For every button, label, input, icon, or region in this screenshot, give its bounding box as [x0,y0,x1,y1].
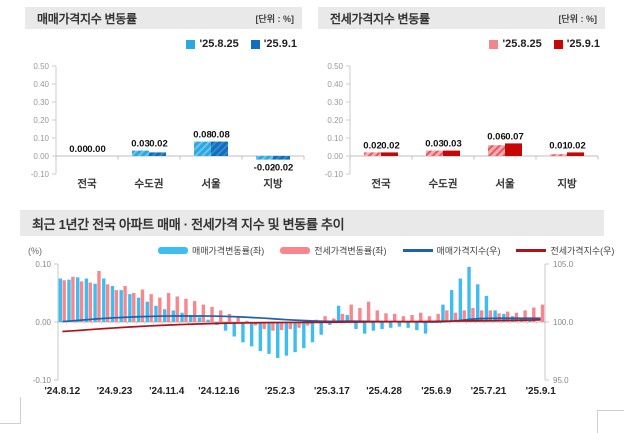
svg-text:수도권: 수도권 [429,178,458,190]
svg-text:0.20: 0.20 [33,116,49,125]
trend-panel-header: 최근 1년간 전국 아파트 매매 · 전세가격 지수 및 변동률 추이 [20,210,604,236]
jeonse-panel-title: 전세가격지수 변동률 [330,11,430,26]
svg-text:0.00: 0.00 [35,318,51,327]
svg-text:0.40: 0.40 [33,80,49,89]
trend-combo-chart: 0.10 0.00 -0.10 105.0 100.0 95.0 '24.8.12 '24.9… [33,260,574,397]
svg-text:지방: 지방 [557,177,577,190]
legend-swatch [402,249,433,252]
legend-swatch [516,249,547,252]
svg-text:0.03: 0.03 [425,139,444,150]
sale-price-bar-chart: 0.500.400.300.200.100.00-0.100.00 0.00전국0… [31,62,305,190]
legend-swatch [158,247,188,254]
svg-text:0.00: 0.00 [327,152,343,161]
svg-text:'24.8.12: '24.8.12 [44,386,80,397]
svg-text:0.30: 0.30 [33,98,49,107]
svg-text:'25.3.17: '25.3.17 [314,386,350,397]
legend-item: '25.8.25 [489,38,542,50]
trend-panel-title: 최근 1년간 전국 아파트 매매 · 전세가격 지수 및 변동률 추이 [32,216,345,232]
legend-item: '25.8.25 [186,38,239,50]
svg-text:0.10: 0.10 [35,260,51,269]
svg-text:0.07: 0.07 [505,131,524,142]
legend-label: '25.9.1 [566,38,600,50]
legend-item: 전세가격지수(우) [516,244,614,257]
legend-label: '25.9.1 [263,38,297,50]
svg-text:0.02: 0.02 [363,140,382,151]
svg-text:100.0: 100.0 [553,318,574,327]
svg-text:-0.10: -0.10 [325,170,344,179]
svg-text:0.00: 0.00 [87,144,106,155]
legend-swatch [489,39,499,49]
svg-text:0.00: 0.00 [33,152,49,161]
legend-swatch [280,247,311,254]
legend-swatch [186,39,196,49]
jeonse-chart-legend: '25.8.25 '25.9.1 [318,38,600,50]
svg-text:0.40: 0.40 [327,80,343,89]
table-border-fragment [0,397,21,424]
jeonse-price-bar-chart: 0.500.400.300.200.100.00-0.100.02 0.02전국0… [325,62,599,190]
svg-text:0.02: 0.02 [381,140,400,151]
legend-label: '25.8.25 [502,38,542,50]
svg-text:지방: 지방 [263,177,283,190]
jeonse-panel-header: 전세가격지수 변동률 [단위 : %] [318,7,605,29]
svg-text:-0.02: -0.02 [272,163,294,174]
svg-text:0.08: 0.08 [193,130,212,141]
left-axis-unit-label: (%) [28,246,42,256]
svg-text:0.30: 0.30 [327,98,343,107]
legend-label: 전세가격변동률(좌) [314,246,387,256]
legend-swatch [553,39,563,49]
svg-text:'25.7.21: '25.7.21 [471,386,507,397]
legend-label: 전세가격지수(우) [550,246,615,256]
sale-panel-title: 매매가격지수 변동률 [37,11,137,26]
svg-text:0.00: 0.00 [69,144,88,155]
svg-text:'24.11.4: '24.11.4 [149,386,185,397]
svg-text:'25.6.9: '25.6.9 [421,386,452,397]
svg-text:0.10: 0.10 [33,134,49,143]
svg-text:서울: 서울 [495,177,515,190]
table-border-fragment [597,410,624,433]
jeonse-panel-unit: [단위 : %] [558,13,597,24]
svg-text:0.06: 0.06 [487,131,506,142]
svg-text:0.08: 0.08 [211,130,230,141]
legend-item: 매매가격지수(우) [402,244,501,257]
svg-text:0.50: 0.50 [33,62,49,71]
svg-text:0.50: 0.50 [327,62,343,71]
svg-text:0.20: 0.20 [327,116,343,125]
svg-text:-0.10: -0.10 [33,376,52,385]
svg-text:'25.9.1: '25.9.1 [526,386,557,397]
legend-item: 전세가격변동률(좌) [280,244,387,257]
svg-text:-0.02: -0.02 [254,163,276,174]
svg-text:'24.12.16: '24.12.16 [198,386,240,397]
svg-text:0.10: 0.10 [327,134,343,143]
legend-label: '25.8.25 [199,38,239,50]
legend-swatch [250,39,260,49]
svg-text:95.0: 95.0 [553,376,569,385]
svg-text:0.01: 0.01 [549,140,568,151]
trend-chart-legend: 매매가격변동률(좌) 전세가격변동률(좌) 매매가격지수(우) 전세가격지수(우) [158,244,614,257]
svg-text:전국: 전국 [371,177,391,190]
svg-text:'25.4.28: '25.4.28 [366,386,402,397]
legend-item: 매매가격변동률(좌) [158,244,264,257]
svg-text:'24.9.23: '24.9.23 [97,386,133,397]
svg-text:전국: 전국 [77,177,97,190]
svg-text:수도권: 수도권 [135,178,164,190]
svg-text:서울: 서울 [201,177,221,190]
legend-item: '25.9.1 [553,38,600,50]
sale-panel-header: 매매가격지수 변동률 [단위 : %] [25,7,302,29]
legend-label: 매매가격지수(우) [436,246,501,256]
svg-text:105.0: 105.0 [553,260,574,269]
svg-text:'25.2.3: '25.2.3 [265,386,296,397]
legend-item: '25.9.1 [250,38,297,50]
legend-label: 매매가격변동률(좌) [192,246,265,256]
svg-text:0.03: 0.03 [131,139,150,150]
sale-panel-unit: [단위 : %] [255,13,294,24]
sale-chart-legend: '25.8.25 '25.9.1 [25,38,297,50]
svg-text:0.02: 0.02 [567,140,586,151]
svg-text:0.02: 0.02 [149,139,168,150]
svg-text:-0.10: -0.10 [31,170,50,179]
svg-text:0.03: 0.03 [443,139,462,150]
